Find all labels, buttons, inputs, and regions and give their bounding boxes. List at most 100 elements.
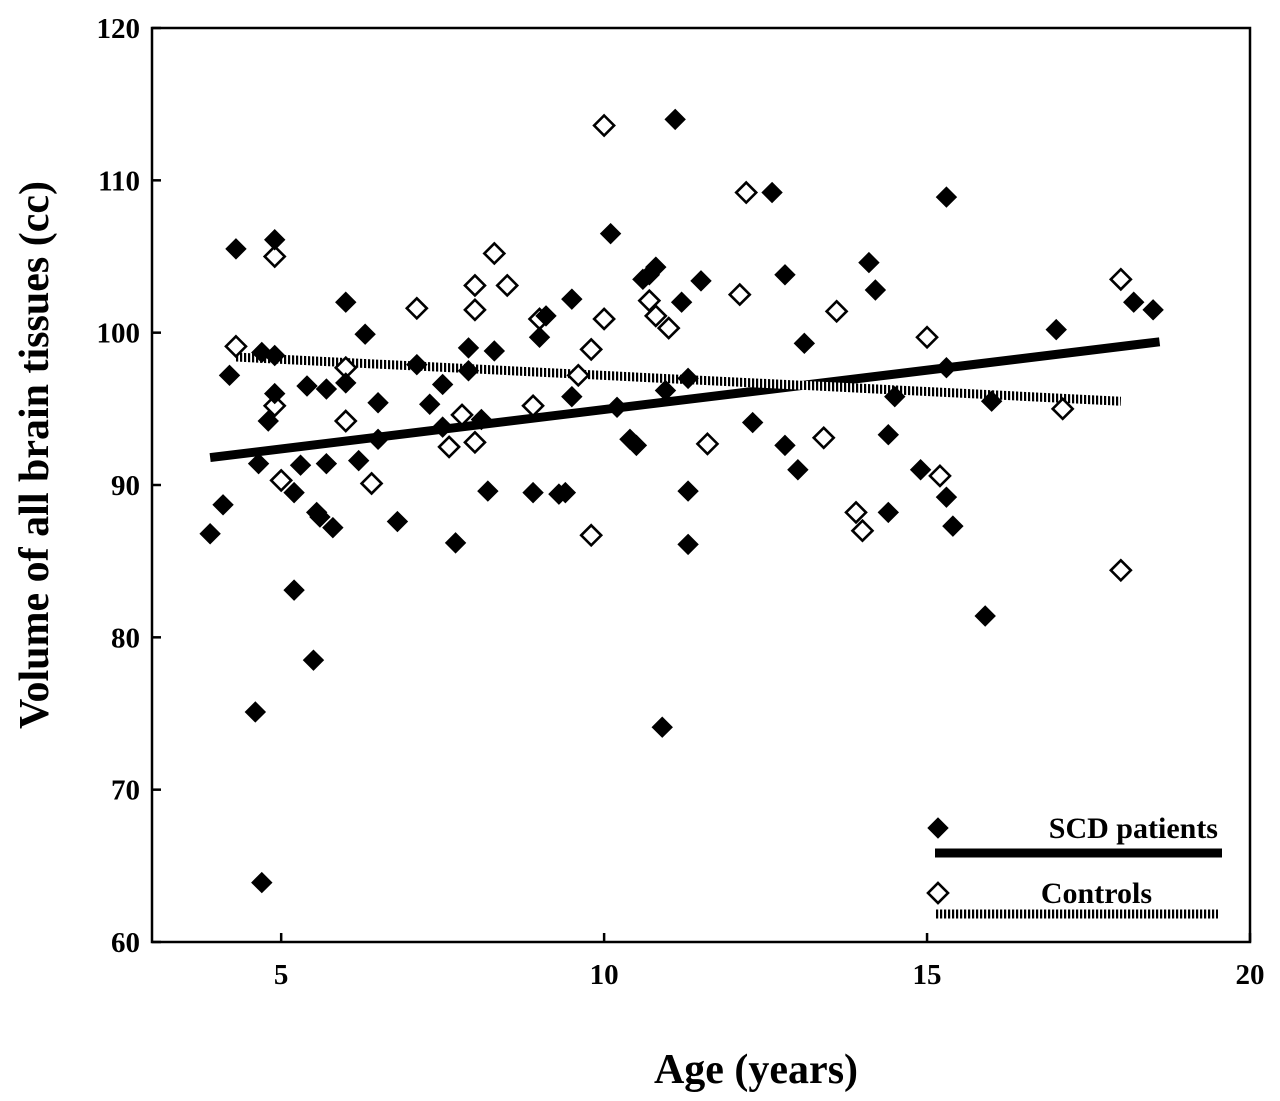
- y-tick-label: 60: [111, 927, 140, 959]
- y-tick-label: 120: [97, 13, 141, 45]
- control-point: [695, 432, 720, 456]
- scd-point: [774, 434, 796, 457]
- axis-titles: Age (years) Volume of all brain tissues …: [12, 181, 858, 1093]
- scd-point: [561, 385, 583, 408]
- scd-point: [212, 494, 234, 516]
- scd-point: [335, 372, 357, 394]
- legend-scd-label: SCD patients: [1049, 812, 1218, 845]
- scd-point: [444, 532, 467, 554]
- control-point: [928, 464, 952, 488]
- scd-point: [935, 186, 958, 208]
- scd-point: [251, 871, 273, 894]
- scd-point: [367, 428, 389, 451]
- control-point: [727, 282, 752, 307]
- control-point: [915, 325, 939, 350]
- scd-point: [296, 375, 318, 397]
- scd-point: [877, 424, 900, 446]
- scd-point: [677, 533, 699, 556]
- scd-point: [264, 344, 286, 367]
- scd-point: [335, 291, 357, 313]
- scd-point: [909, 459, 932, 481]
- scd-point: [386, 510, 409, 533]
- scd-point: [606, 396, 628, 419]
- scd-point: [625, 434, 648, 457]
- control-point: [579, 337, 604, 362]
- scd-point: [1045, 318, 1067, 341]
- control-point: [824, 299, 849, 324]
- control-point: [656, 316, 681, 340]
- scd-point: [199, 523, 221, 545]
- scd-point: [664, 108, 686, 131]
- scd-point: [884, 385, 906, 408]
- x-tick-label: 10: [590, 959, 619, 991]
- scd-point: [774, 264, 796, 286]
- scd-point: [1142, 299, 1164, 321]
- control-point: [521, 393, 545, 418]
- scd-point: [741, 411, 764, 434]
- control-point: [463, 273, 487, 298]
- scd-point: [858, 251, 880, 274]
- scd-point: [283, 481, 305, 504]
- control-point: [463, 430, 487, 455]
- legend-scd-marker: [927, 817, 949, 839]
- scd-point: [315, 452, 338, 475]
- scd-point: [218, 364, 241, 387]
- scd-point: [431, 373, 454, 396]
- scd-point: [406, 353, 428, 376]
- scd-point: [457, 337, 480, 359]
- y-tick-label: 90: [111, 470, 140, 502]
- scd-point: [974, 605, 996, 627]
- y-tick-label: 80: [111, 622, 140, 654]
- scd-point: [257, 410, 279, 432]
- scd-point: [367, 392, 389, 414]
- x-tick-label: 5: [274, 959, 289, 991]
- scd-point: [651, 716, 673, 738]
- scd-point: [354, 323, 376, 345]
- scd-point: [302, 649, 325, 671]
- scd-point: [980, 390, 1003, 412]
- scd-point: [935, 356, 958, 379]
- control-point: [262, 393, 287, 418]
- scd-point: [457, 360, 480, 382]
- scd-point: [599, 222, 622, 245]
- control-point: [404, 296, 429, 321]
- scd-point: [528, 326, 551, 348]
- control-point: [463, 297, 487, 322]
- control-point: [1050, 396, 1075, 421]
- y-tick-label: 100: [97, 318, 141, 350]
- scd-point: [247, 452, 270, 475]
- scd-point: [322, 516, 344, 539]
- control-point: [566, 363, 591, 388]
- scd-point: [677, 480, 699, 502]
- scd-point: [935, 486, 958, 508]
- plot-frame: [150, 26, 1252, 944]
- scd-point: [690, 270, 712, 292]
- scd-point: [761, 181, 783, 204]
- legend-controls-label: Controls: [1041, 877, 1152, 910]
- scd-point: [864, 279, 887, 301]
- control-point: [437, 435, 461, 459]
- control-point: [333, 409, 358, 433]
- x-tick-label: 15: [913, 959, 942, 991]
- control-point: [1108, 558, 1133, 583]
- scd-point: [942, 515, 964, 537]
- scd-point: [264, 229, 286, 251]
- scd-point: [554, 481, 577, 504]
- scd-point: [483, 340, 506, 362]
- control-point: [1108, 267, 1133, 292]
- scd-point: [419, 393, 441, 415]
- scd-point: [264, 382, 286, 405]
- control-point: [450, 403, 474, 427]
- control-point: [850, 518, 875, 543]
- control-point: [811, 425, 836, 450]
- axes: 60 70 80 90 100 110 120 5 10 15 20: [97, 13, 1265, 991]
- control-point: [269, 468, 294, 493]
- scd-point: [244, 701, 267, 723]
- control-point: [844, 500, 868, 525]
- data-points: [199, 108, 1164, 894]
- scd-point: [477, 480, 499, 502]
- scd-point: [283, 579, 305, 601]
- y-tick-label: 70: [111, 775, 140, 807]
